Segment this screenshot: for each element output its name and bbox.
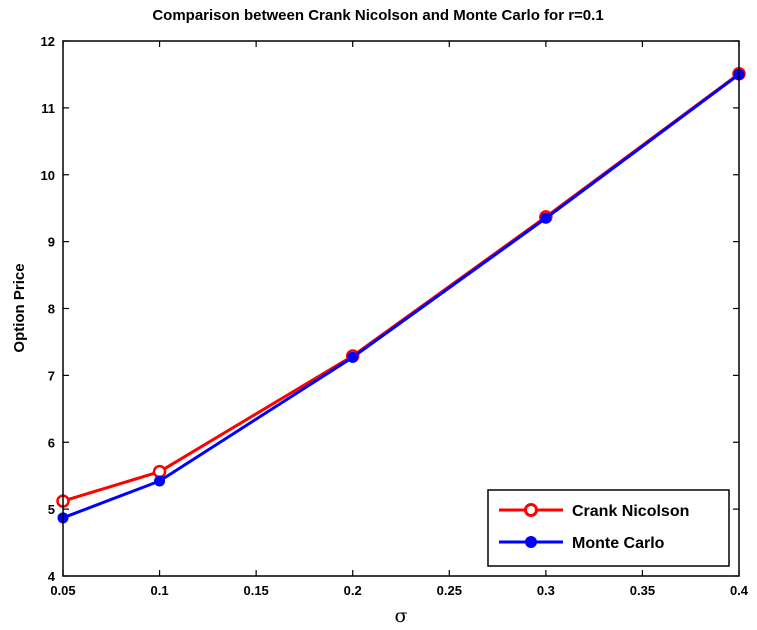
- legend-marker-monte-carlo: [525, 536, 537, 548]
- x-tick-label: 0.2: [344, 583, 362, 598]
- y-tick-label: 5: [48, 502, 55, 517]
- legend: Crank Nicolson Monte Carlo: [487, 489, 730, 567]
- x-tick-label: 0.1: [151, 583, 169, 598]
- y-axis-label: Option Price: [11, 263, 28, 352]
- y-tick-label: 4: [48, 569, 56, 584]
- y-tick-label: 8: [48, 302, 55, 317]
- x-tick-label: 0.25: [437, 583, 462, 598]
- legend-marker-crank-nicolson: [524, 503, 538, 517]
- y-tick-label: 7: [48, 368, 55, 383]
- y-axis-ticks: 4 5 6 7 8 9 10 11 12: [41, 34, 739, 584]
- data-point-crank-nicolson: [152, 464, 167, 479]
- x-tick-label: 0.3: [537, 583, 555, 598]
- legend-label-monte-carlo: Monte Carlo: [572, 535, 665, 552]
- legend-box: [487, 489, 730, 567]
- x-tick-label: 0.35: [630, 583, 655, 598]
- x-tick-label: 0.4: [730, 583, 749, 598]
- x-tick-label: 0.15: [243, 583, 268, 598]
- y-tick-label: 11: [41, 101, 55, 116]
- y-tick-label: 12: [41, 34, 55, 49]
- plot-frame: [62, 40, 740, 577]
- plot-area: [63, 41, 739, 576]
- y-tick-label: 9: [48, 235, 55, 250]
- x-tick-label: 0.05: [50, 583, 75, 598]
- x-axis-ticks: 0.05 0.1 0.15 0.2 0.25 0.3 0.35 0.4: [50, 41, 749, 598]
- data-point-monte-carlo: [154, 475, 166, 487]
- y-tick-label: 6: [48, 435, 55, 450]
- data-point-monte-carlo: [347, 351, 359, 363]
- y-tick-label: 10: [41, 168, 55, 183]
- chart-title: Comparison between Crank Nicolson and Mo…: [152, 7, 603, 24]
- x-axis-label: σ: [395, 605, 408, 627]
- data-point-monte-carlo: [540, 212, 552, 224]
- legend-label-crank-nicolson: Crank Nicolson: [572, 503, 689, 520]
